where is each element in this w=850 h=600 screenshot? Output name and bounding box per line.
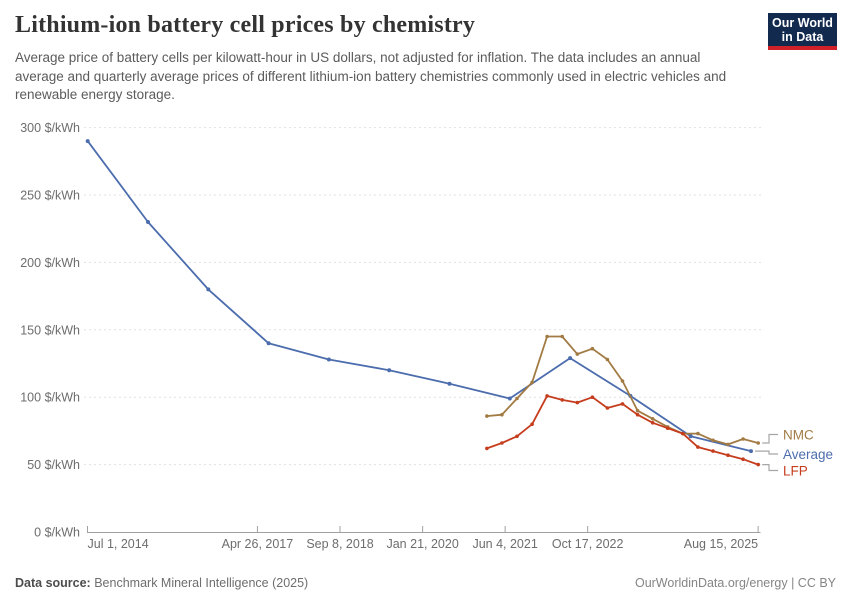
x-tick-label: Jul 1, 2014 xyxy=(88,537,149,551)
series-point-lfp xyxy=(560,398,564,402)
legend-connector-average xyxy=(755,450,778,455)
license-link[interactable]: CC BY xyxy=(797,576,836,590)
series-point-nmc xyxy=(696,431,700,436)
y-tick-label: 100 $/kWh xyxy=(20,391,80,405)
series-point-nmc xyxy=(485,414,489,418)
series-point-nmc xyxy=(605,357,610,362)
series-point-lfp xyxy=(515,434,519,439)
series-point-nmc xyxy=(530,380,534,385)
series-point-average xyxy=(568,356,573,361)
legend-label-average[interactable]: Average xyxy=(783,447,833,462)
series-point-nmc xyxy=(500,412,504,417)
series-point-average xyxy=(266,341,271,346)
footer-divider: | xyxy=(787,576,798,590)
data-source-label: Data source: xyxy=(15,576,91,590)
legend-connector-nmc xyxy=(762,433,778,444)
series-point-average xyxy=(749,449,753,454)
x-tick-label: Jun 4, 2021 xyxy=(472,537,537,551)
y-tick-label: 0 $/kWh xyxy=(34,526,80,540)
series-point-nmc xyxy=(575,352,580,356)
series-point-average xyxy=(447,381,452,386)
x-tick-label: Oct 17, 2022 xyxy=(552,537,624,551)
series-point-nmc xyxy=(741,437,745,441)
series-point-lfp xyxy=(756,462,760,467)
x-tick-label: Sep 8, 2018 xyxy=(306,537,373,551)
series-point-lfp xyxy=(620,402,625,406)
series-point-lfp xyxy=(545,394,549,398)
y-tick-label: 50 $/kWh xyxy=(27,458,80,472)
series-point-lfp xyxy=(530,422,534,427)
series-point-lfp xyxy=(635,412,640,417)
series-point-lfp xyxy=(665,426,670,431)
series-point-nmc xyxy=(726,442,730,447)
series-point-average xyxy=(387,368,392,373)
chart-subtitle: Average price of battery cells per kilow… xyxy=(15,50,727,102)
legend-label-lfp[interactable]: LFP xyxy=(783,463,808,478)
series-point-nmc xyxy=(756,441,760,445)
series-line-average[interactable] xyxy=(86,140,752,453)
series-point-average xyxy=(146,220,150,224)
series-point-lfp xyxy=(681,431,685,436)
series-point-lfp xyxy=(726,453,730,458)
series-point-lfp xyxy=(650,421,655,425)
series-point-lfp xyxy=(605,406,610,410)
y-tick-label: 200 $/kWh xyxy=(20,256,80,270)
y-tick-label: 150 $/kWh xyxy=(20,323,80,337)
series-point-lfp xyxy=(485,446,489,451)
x-tick-label: Aug 15, 2025 xyxy=(684,537,758,551)
series-line-lfp[interactable] xyxy=(485,394,760,466)
series-point-lfp xyxy=(696,445,700,449)
series-point-lfp xyxy=(575,400,580,405)
series-point-nmc xyxy=(650,417,655,421)
series-point-average xyxy=(688,434,693,439)
y-tick-label: 300 $/kWh xyxy=(20,121,80,135)
series-point-lfp xyxy=(500,441,504,445)
legend-connector-lfp xyxy=(762,464,778,472)
series-point-nmc xyxy=(635,408,640,413)
y-tick-label: 250 $/kWh xyxy=(20,189,80,203)
data-source-value[interactable]: Benchmark Mineral Intelligence (2025) xyxy=(94,576,309,590)
owid-logo[interactable]: Our World in Data xyxy=(768,13,837,50)
chart-title: Lithium-ion battery cell prices by chemi… xyxy=(15,12,476,38)
series-point-average xyxy=(85,139,90,144)
x-tick-label: Jan 21, 2020 xyxy=(386,537,458,551)
series-point-average xyxy=(206,287,211,292)
series-point-nmc xyxy=(711,438,715,443)
series-point-nmc xyxy=(545,334,549,339)
series-point-lfp xyxy=(741,457,745,462)
series-point-nmc xyxy=(560,334,564,339)
chart-header: Lithium-ion battery cell prices by chemi… xyxy=(15,12,835,105)
owid-logo-line2: in Data xyxy=(781,29,824,44)
series-point-average xyxy=(507,396,512,401)
series-point-nmc xyxy=(515,396,519,401)
legend-label-nmc[interactable]: NMC xyxy=(783,427,814,442)
series-point-average xyxy=(326,357,331,362)
series-point-lfp xyxy=(711,449,715,453)
owid-logo-line1: Our World xyxy=(772,15,833,30)
series-point-nmc xyxy=(620,379,625,383)
series-point-nmc xyxy=(590,346,595,351)
series-point-lfp xyxy=(590,395,595,400)
x-tick-label: Apr 26, 2017 xyxy=(222,537,294,551)
owid-url-link[interactable]: OurWorldinData.org/energy xyxy=(634,576,788,590)
